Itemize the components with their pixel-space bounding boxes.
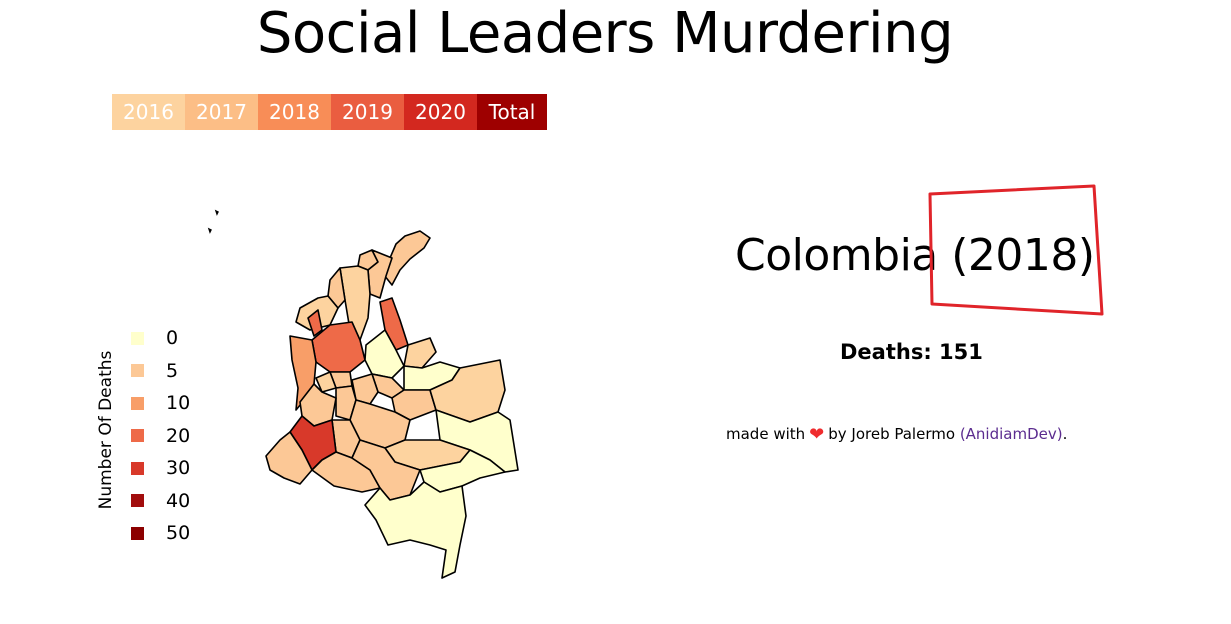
tab-2016[interactable]: 2016	[112, 94, 185, 130]
credits-by: by Joreb Palermo	[828, 425, 956, 443]
region-norte-santander[interactable]	[403, 337, 437, 369]
credits: made with ❤ by Joreb Palermo (AnidiamDev).	[726, 424, 1067, 445]
map-svg	[207, 209, 519, 579]
author-link[interactable]: (AnidiamDev)	[959, 425, 1063, 443]
legend: 0 5 10 20 30 40 50	[131, 322, 190, 550]
legend-item: 30	[131, 452, 190, 485]
credits-end: .	[1062, 425, 1068, 443]
legend-item: 5	[131, 355, 190, 388]
legend-swatch	[131, 331, 144, 345]
legend-swatch	[131, 364, 144, 378]
region-amazonas[interactable]	[364, 481, 467, 579]
tab-2017[interactable]: 2017	[185, 94, 258, 130]
island-providencia[interactable]	[207, 227, 212, 234]
island-san-andres[interactable]	[214, 209, 219, 216]
highlight-box	[928, 184, 1104, 316]
region-magdalena[interactable]	[367, 249, 393, 299]
legend-swatch	[131, 396, 144, 410]
legend-item: 20	[131, 420, 190, 453]
legend-swatch	[131, 429, 144, 443]
colombia-map	[190, 195, 540, 595]
legend-label: 0	[166, 327, 179, 350]
region-caqueta[interactable]	[351, 439, 421, 501]
legend-label: 5	[166, 359, 179, 382]
deaths-label: Deaths:	[840, 340, 932, 364]
page-title: Social Leaders Murdering	[256, 1, 954, 66]
legend-label: 20	[166, 424, 191, 447]
legend-swatch	[131, 526, 144, 540]
deaths-value: 151	[939, 340, 983, 364]
legend-label: 30	[166, 457, 191, 480]
tab-2020[interactable]: 2020	[404, 94, 477, 130]
legend-swatch	[131, 494, 144, 508]
legend-item: 50	[131, 517, 190, 550]
region-uraba-choco-north[interactable]	[307, 309, 323, 337]
tab-2019[interactable]: 2019	[331, 94, 404, 130]
year-label: (2018)	[951, 230, 1095, 281]
legend-swatch	[131, 461, 144, 475]
country-name: Colombia	[735, 230, 938, 281]
legend-label: 50	[166, 522, 191, 545]
legend-item: 40	[131, 485, 190, 518]
tab-2018[interactable]: 2018	[258, 94, 331, 130]
deaths-line: Deaths: 151	[840, 340, 983, 364]
legend-item: 10	[131, 387, 190, 420]
region-sucre[interactable]	[327, 267, 346, 309]
year-tabs: 2016 2017 2018 2019 2020 Total	[112, 94, 547, 130]
tab-total[interactable]: Total	[477, 94, 547, 130]
country-heading: Colombia (2018)	[735, 230, 1095, 281]
legend-title: Number Of Deaths	[96, 350, 116, 510]
legend-label: 40	[166, 489, 191, 512]
highlight-box-outline	[928, 184, 1104, 316]
legend-label: 10	[166, 392, 191, 415]
heart-icon: ❤	[809, 424, 825, 445]
region-bolivar[interactable]	[339, 265, 371, 341]
region-santander[interactable]	[364, 329, 405, 379]
legend-item: 0	[131, 322, 190, 355]
credits-made-with: made with	[726, 425, 806, 443]
region-la-guajira[interactable]	[383, 230, 431, 286]
